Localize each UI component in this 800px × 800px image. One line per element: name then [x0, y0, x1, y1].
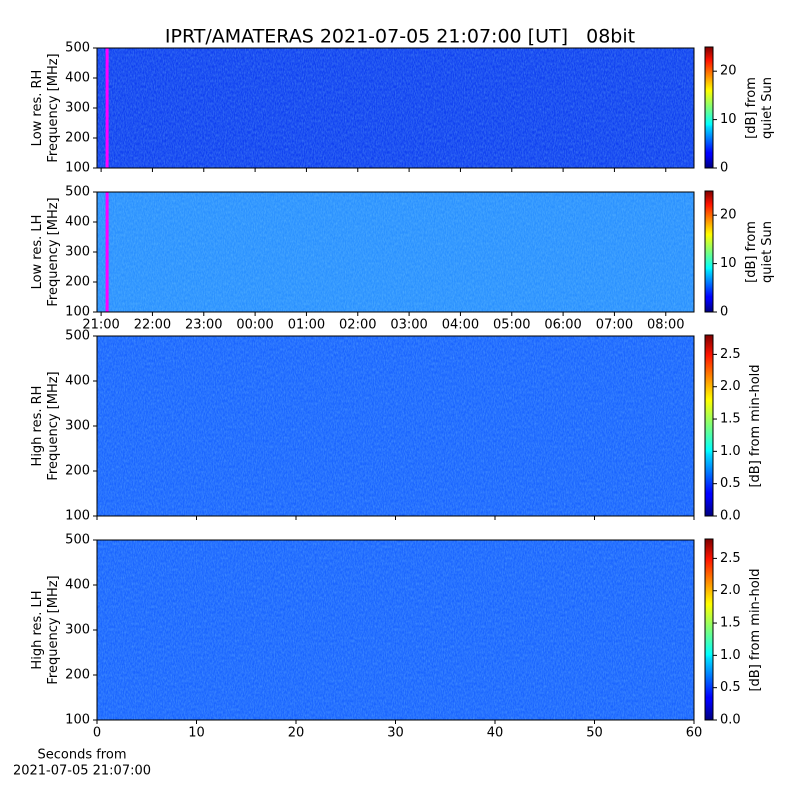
- colorbar: [704, 190, 714, 313]
- y-tick-label: 200: [65, 668, 90, 683]
- colorbar-tick-label: 0.5: [720, 680, 741, 695]
- x-tick-label: 60: [686, 726, 703, 741]
- y-tick-label: 300: [65, 419, 90, 434]
- spectrogram-texture: [97, 540, 694, 720]
- spectrogram-texture: [97, 336, 694, 516]
- y-tick-label: 300: [65, 101, 90, 116]
- x-tick-label: 04:00: [442, 318, 479, 333]
- y-axis-label-line: Low res. LH: [30, 215, 45, 290]
- colorbar-tick-label: 2.0: [720, 379, 741, 394]
- colorbar-tick-label: 0.0: [720, 509, 741, 524]
- colorbar-label: [dB] fromquiet Sun: [744, 77, 775, 139]
- x-tick-label: 07:00: [596, 318, 633, 333]
- colorbar-label-line: [dB] from min-hold: [748, 364, 763, 487]
- colorbar-label: [dB] from min-hold: [748, 568, 763, 691]
- y-tick-label: 200: [65, 464, 90, 479]
- colorbar-tick-label: 10: [720, 256, 737, 271]
- colorbar-tick-label: 0.0: [720, 713, 741, 728]
- y-axis-label-line: Frequency [MHz]: [46, 371, 61, 480]
- x-tick-label: 00:00: [236, 318, 273, 333]
- y-tick-label: 300: [65, 245, 90, 260]
- colorbar-tick-label: 2.5: [720, 551, 741, 566]
- colorbar-tick-label: 0: [720, 161, 728, 176]
- y-axis-label-line: Frequency [MHz]: [46, 575, 61, 684]
- colorbar-tick-label: 20: [720, 208, 737, 223]
- x-tick-label: 08:00: [647, 318, 684, 333]
- x-axis-label: Seconds from: [37, 748, 126, 763]
- colorbar-tick-label: 0.5: [720, 476, 741, 491]
- x-tick-label: 01:00: [288, 318, 325, 333]
- colorbar-label-line: [dB] from: [744, 221, 759, 283]
- x-tick-label: 20: [288, 726, 305, 741]
- x-axis-label: 2021-07-05 21:07:00: [13, 764, 151, 779]
- y-axis-label-line: High res. LH: [30, 590, 45, 669]
- x-tick-label: 40: [487, 726, 504, 741]
- y-tick-label: 500: [65, 41, 90, 56]
- colorbar-label: [dB] from min-hold: [748, 364, 763, 487]
- y-axis-label-line: Frequency [MHz]: [46, 197, 61, 306]
- y-axis-label-line: High res. RH: [30, 386, 45, 467]
- colorbar-label-line: quiet Sun: [760, 77, 775, 139]
- colorbar-tick-label: 1.0: [720, 648, 741, 663]
- figure-title: IPRT/AMATERAS 2021-07-05 21:07:00 [UT] 0…: [165, 26, 635, 48]
- colorbar-label-line: quiet Sun: [760, 221, 775, 283]
- y-axis-label: Low res. RHFrequency [MHz]: [30, 53, 61, 162]
- y-tick-label: 100: [65, 305, 90, 320]
- x-tick-label: 50: [586, 726, 603, 741]
- x-tick-label: 06:00: [544, 318, 581, 333]
- x-tick-label: 23:00: [185, 318, 222, 333]
- y-tick-label: 500: [65, 533, 90, 548]
- y-axis-label: High res. LHFrequency [MHz]: [30, 575, 61, 684]
- y-tick-label: 300: [65, 623, 90, 638]
- y-tick-label: 400: [65, 374, 90, 389]
- y-tick-label: 500: [65, 329, 90, 344]
- x-tick-label: 30: [387, 726, 404, 741]
- y-tick-label: 200: [65, 275, 90, 290]
- y-axis-label-line: Frequency [MHz]: [46, 53, 61, 162]
- colorbar-tick-label: 20: [720, 64, 737, 79]
- x-tick-label: 05:00: [493, 318, 530, 333]
- x-tick-label: 10: [188, 726, 205, 741]
- x-tick-label: 0: [93, 726, 101, 741]
- x-tick-label: 21:00: [82, 318, 119, 333]
- y-tick-label: 200: [65, 131, 90, 146]
- colorbar: [704, 46, 714, 169]
- y-tick-label: 400: [65, 71, 90, 86]
- x-tick-label: 03:00: [390, 318, 427, 333]
- colorbar-label: [dB] fromquiet Sun: [744, 221, 775, 283]
- y-axis-label-line: Low res. RH: [30, 70, 45, 147]
- colorbar-tick-label: 2.5: [720, 347, 741, 362]
- y-axis-label: Low res. LHFrequency [MHz]: [30, 197, 61, 306]
- y-tick-label: 400: [65, 578, 90, 593]
- y-tick-label: 100: [65, 509, 90, 524]
- y-tick-label: 100: [65, 161, 90, 176]
- y-tick-label: 500: [65, 185, 90, 200]
- colorbar-label-line: [dB] from: [744, 77, 759, 139]
- spectrogram-texture: [97, 192, 694, 312]
- spectrogram-texture: [97, 48, 694, 168]
- colorbar: [704, 334, 714, 517]
- colorbar-label-line: [dB] from min-hold: [748, 568, 763, 691]
- colorbar-tick-label: 1.5: [720, 412, 741, 427]
- colorbar-tick-label: 10: [720, 112, 737, 127]
- y-tick-label: 400: [65, 215, 90, 230]
- x-tick-label: 22:00: [134, 318, 171, 333]
- x-tick-label: 02:00: [339, 318, 376, 333]
- colorbar: [704, 538, 714, 721]
- colorbar-tick-label: 1.0: [720, 444, 741, 459]
- colorbar-tick-label: 2.0: [720, 583, 741, 598]
- y-tick-label: 100: [65, 713, 90, 728]
- colorbar-tick-label: 0: [720, 305, 728, 320]
- colorbar-tick-label: 1.5: [720, 616, 741, 631]
- y-axis-label: High res. RHFrequency [MHz]: [30, 371, 61, 480]
